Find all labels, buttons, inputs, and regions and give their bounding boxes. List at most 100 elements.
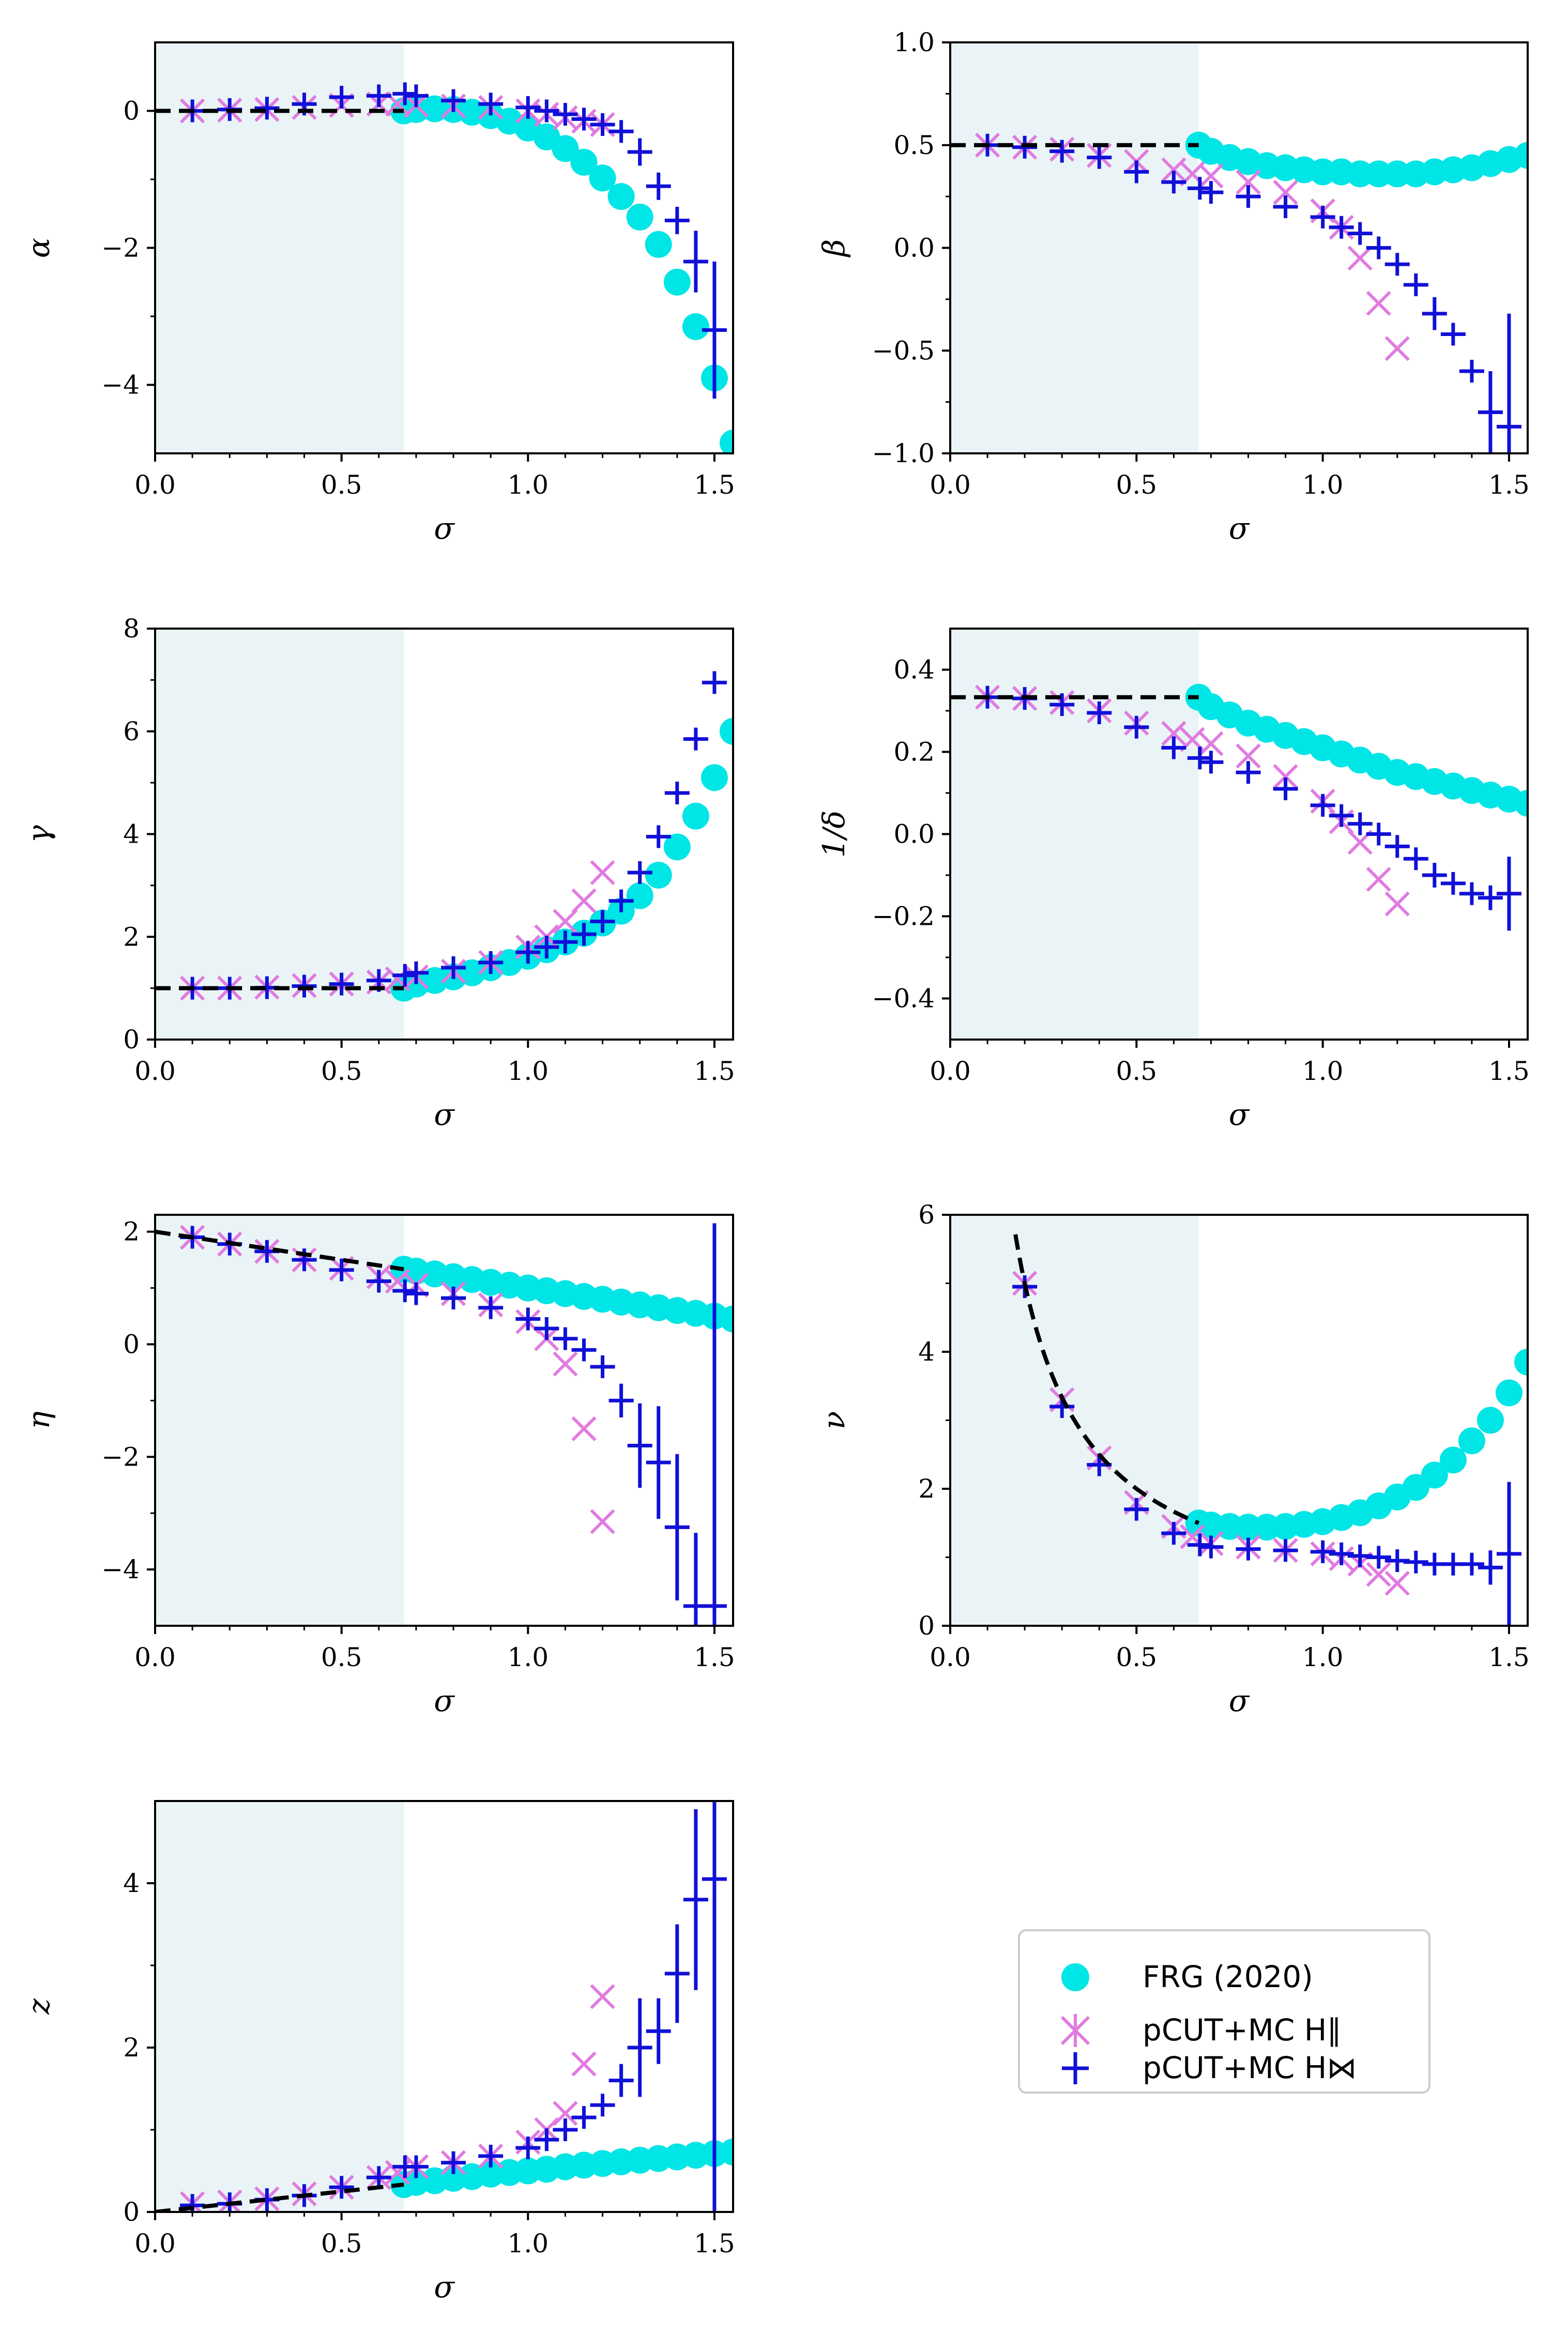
- bowtie-point: [664, 1924, 690, 2023]
- parallel-mark: [571, 888, 597, 913]
- parallel-point: [1384, 891, 1410, 917]
- y-tick-label: −2: [101, 233, 140, 263]
- bowtie-point: [702, 1801, 727, 2212]
- frg-point: [1514, 789, 1528, 817]
- x-axis-label: σ: [1229, 1683, 1250, 1718]
- x-tick-label: 0.0: [930, 470, 971, 500]
- meanfield-region: [155, 1215, 404, 1626]
- panel-plot-area: [950, 629, 1528, 1040]
- parallel-mark: [1198, 163, 1224, 189]
- panel-plot-area: [155, 1215, 733, 1626]
- bowtie-point: [1310, 1540, 1335, 1563]
- y-tick-label: 0.5: [893, 130, 935, 160]
- bowtie-point: [627, 1403, 652, 1488]
- y-tick-label: 8: [123, 614, 140, 644]
- legend-frg-marker: [1061, 1963, 1089, 1991]
- parallel-point: [571, 1416, 597, 1441]
- bowtie-point: [1236, 1537, 1261, 1561]
- bowtie-point: [571, 108, 597, 131]
- frg-point: [682, 802, 709, 830]
- bowtie-point: [366, 1270, 391, 1293]
- panel-3: 0.0 0.5 1.0 1.5 0 2 4 6 8 σ γ: [21, 614, 735, 1132]
- y-tick-label: −1.0: [872, 438, 935, 468]
- bowtie-point: [590, 1355, 615, 1379]
- bowtie-point: [403, 84, 429, 108]
- y-tick-label: 2: [123, 2033, 140, 2063]
- x-tick-label: 1.0: [1302, 1056, 1344, 1086]
- frg-point: [607, 183, 635, 210]
- parallel-point: [1161, 721, 1186, 746]
- bowtie-point: [392, 82, 418, 105]
- frg-point: [663, 268, 691, 296]
- frg-point: [626, 882, 653, 909]
- x-axis-label: σ: [434, 1683, 455, 1718]
- bowtie-point: [1124, 715, 1149, 739]
- y-tick-label: −0.2: [872, 902, 935, 932]
- x-tick-label: 0.5: [321, 1056, 362, 1086]
- bowtie-point: [254, 97, 280, 120]
- bowtie-point: [702, 671, 727, 694]
- y-tick-label: 6: [123, 716, 140, 746]
- frg-point: [720, 430, 733, 453]
- bowtie-point: [571, 923, 597, 946]
- bowtie-point: [403, 961, 429, 984]
- parallel-mark: [1384, 1570, 1410, 1596]
- meanfield-line: [155, 1229, 404, 1272]
- legend-bowtie-marker: [1062, 2052, 1089, 2084]
- bowtie-point: [1459, 882, 1484, 905]
- parallel-mark: [571, 2051, 597, 2077]
- y-tick-label: −0.5: [872, 335, 935, 365]
- x-tick-label: 1.0: [1302, 1642, 1344, 1672]
- frg-point: [626, 203, 653, 231]
- bowtie-point: [1187, 1533, 1212, 1556]
- x-axis-label: σ: [434, 1097, 455, 1132]
- parallel-mark: [1347, 246, 1373, 271]
- frg-point: [1421, 1461, 1448, 1489]
- panel-6: 0.0 0.5 1.0 1.5 0 2 4 6 σ ν: [816, 1200, 1530, 1718]
- parallel-point: [553, 1351, 578, 1377]
- bowtie-point: [1329, 1542, 1354, 1565]
- parallel-mark: [1236, 743, 1261, 769]
- x-tick-label: 0.5: [1116, 1642, 1158, 1672]
- meanfield-region: [950, 42, 1199, 453]
- frg-point: [1346, 160, 1374, 188]
- parallel-point: [571, 2051, 597, 2077]
- bowtie-point: [1384, 835, 1410, 858]
- bowtie-point: [608, 2064, 634, 2097]
- bowtie-point: [1161, 171, 1186, 194]
- bowtie-point: [1440, 872, 1466, 895]
- parallel-point: [1273, 764, 1298, 789]
- bowtie-point: [1329, 804, 1354, 827]
- parallel-mark: [1366, 1562, 1391, 1587]
- frg-point: [1383, 160, 1411, 188]
- bowtie-point: [683, 231, 708, 293]
- x-tick-label: 0.5: [321, 2229, 362, 2258]
- x-tick-label: 0.0: [930, 1642, 971, 1672]
- y-axis-label: z: [21, 1998, 56, 2015]
- y-axis-label: α: [21, 238, 56, 258]
- bowtie-point: [478, 93, 504, 116]
- x-axis-label: σ: [434, 511, 455, 546]
- x-tick-label: 1.5: [694, 2229, 735, 2258]
- bowtie-point: [571, 2106, 597, 2129]
- frg-point: [682, 313, 709, 340]
- meanfield-line: [155, 2183, 404, 2212]
- parallel-mark: [1384, 891, 1410, 917]
- bowtie-point: [553, 930, 578, 954]
- bowtie-point: [1310, 205, 1335, 228]
- frg-point: [589, 164, 616, 192]
- bowtie-point: [1236, 761, 1261, 784]
- legend-parallel-label: pCUT+MC H∥: [1143, 2012, 1342, 2048]
- y-tick-label: 4: [918, 1337, 935, 1367]
- parallel-point: [571, 888, 597, 913]
- x-tick-label: 1.0: [508, 2229, 549, 2258]
- bowtie-point: [180, 2194, 205, 2212]
- x-tick-label: 0.0: [134, 2229, 176, 2258]
- parallel-mark: [1366, 866, 1391, 892]
- y-tick-label: 0: [123, 1025, 140, 1055]
- frg-point: [1309, 158, 1336, 186]
- x-axis-label: σ: [1229, 511, 1250, 546]
- bowtie-point: [515, 1307, 541, 1331]
- y-axis-label: ν: [816, 1411, 851, 1429]
